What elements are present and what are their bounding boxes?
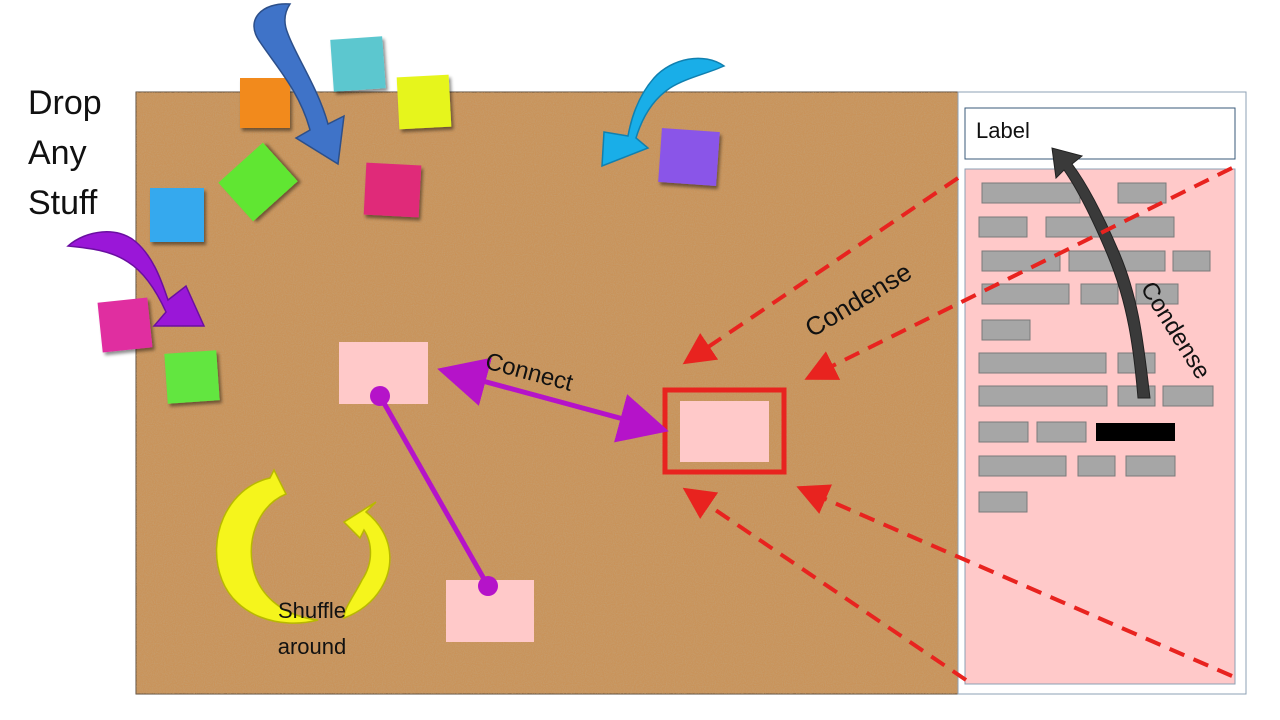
board-note-condensed (680, 401, 769, 462)
sticky-note-yellow (396, 74, 452, 130)
sticky-note-blue (150, 188, 204, 242)
text-bar (981, 319, 1031, 341)
connectors (370, 357, 669, 596)
text-bar (1036, 421, 1087, 443)
text-bar (1080, 283, 1119, 305)
purple-drop-arrow-icon (66, 231, 206, 327)
sticky-note-teal (330, 36, 386, 92)
label-box (964, 107, 1236, 160)
side-title-line: Stuff (28, 184, 98, 222)
link-dot-top (370, 386, 390, 406)
text-bar (981, 283, 1070, 305)
sticky-note-magenta (363, 162, 422, 218)
shuffle-label-line1: Shuffle (278, 598, 346, 623)
text-bar (1077, 455, 1116, 477)
sticky-notes (97, 36, 720, 404)
shuffle-label-line2: around (278, 634, 347, 659)
condense-lines (682, 166, 1233, 682)
text-bar (978, 216, 1028, 238)
side-title-line: Drop (28, 84, 102, 122)
text-bar (1135, 283, 1179, 305)
text-bar (981, 250, 1061, 272)
sticky-note-purple (658, 128, 720, 186)
text-bar (978, 352, 1107, 374)
drop-arrows (66, 3, 1151, 399)
light-blue-drop-arrow-icon (601, 57, 726, 168)
text-bar (978, 421, 1029, 443)
dark-grey-arrow-icon (1051, 147, 1151, 399)
board-notes (339, 342, 787, 642)
sticky-note-light-green (164, 350, 220, 404)
label-box-text: Label (976, 118, 1030, 143)
text-bar (1125, 455, 1176, 477)
side-title: Drop Any Stuff (28, 78, 102, 228)
text-bar (1117, 182, 1167, 204)
text-bar (1172, 250, 1211, 272)
side-title-line: Any (28, 134, 87, 172)
text-bar (978, 455, 1067, 477)
sticky-note-orange (240, 78, 290, 128)
shuffle-arrows-icon (215, 468, 391, 624)
text-bar (978, 491, 1028, 513)
connect-arrow (437, 357, 669, 443)
sticky-note-green (218, 142, 298, 222)
text-bar (981, 182, 1081, 204)
blue-drop-arrow-icon (253, 3, 345, 166)
link-line (377, 394, 491, 588)
text-bars (978, 182, 1214, 513)
redacted-bar (1096, 423, 1175, 441)
link-dot-bottom (478, 576, 498, 596)
text-bar (1162, 385, 1214, 407)
text-bar (978, 385, 1108, 407)
sticky-note-pink (97, 297, 153, 353)
